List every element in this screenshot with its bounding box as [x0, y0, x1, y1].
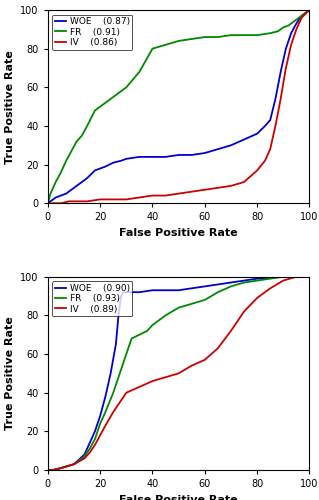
Legend: WOE    (0.90), FR    (0.93), IV    (0.89): WOE (0.90), FR (0.93), IV (0.89) — [52, 281, 132, 316]
Y-axis label: True Positive Rate: True Positive Rate — [5, 316, 15, 430]
Legend: WOE    (0.87), FR    (0.91), IV    (0.86): WOE (0.87), FR (0.91), IV (0.86) — [52, 14, 132, 50]
X-axis label: False Positive Rate: False Positive Rate — [119, 228, 238, 238]
X-axis label: False Positive Rate: False Positive Rate — [119, 494, 238, 500]
Y-axis label: True Positive Rate: True Positive Rate — [5, 50, 15, 164]
